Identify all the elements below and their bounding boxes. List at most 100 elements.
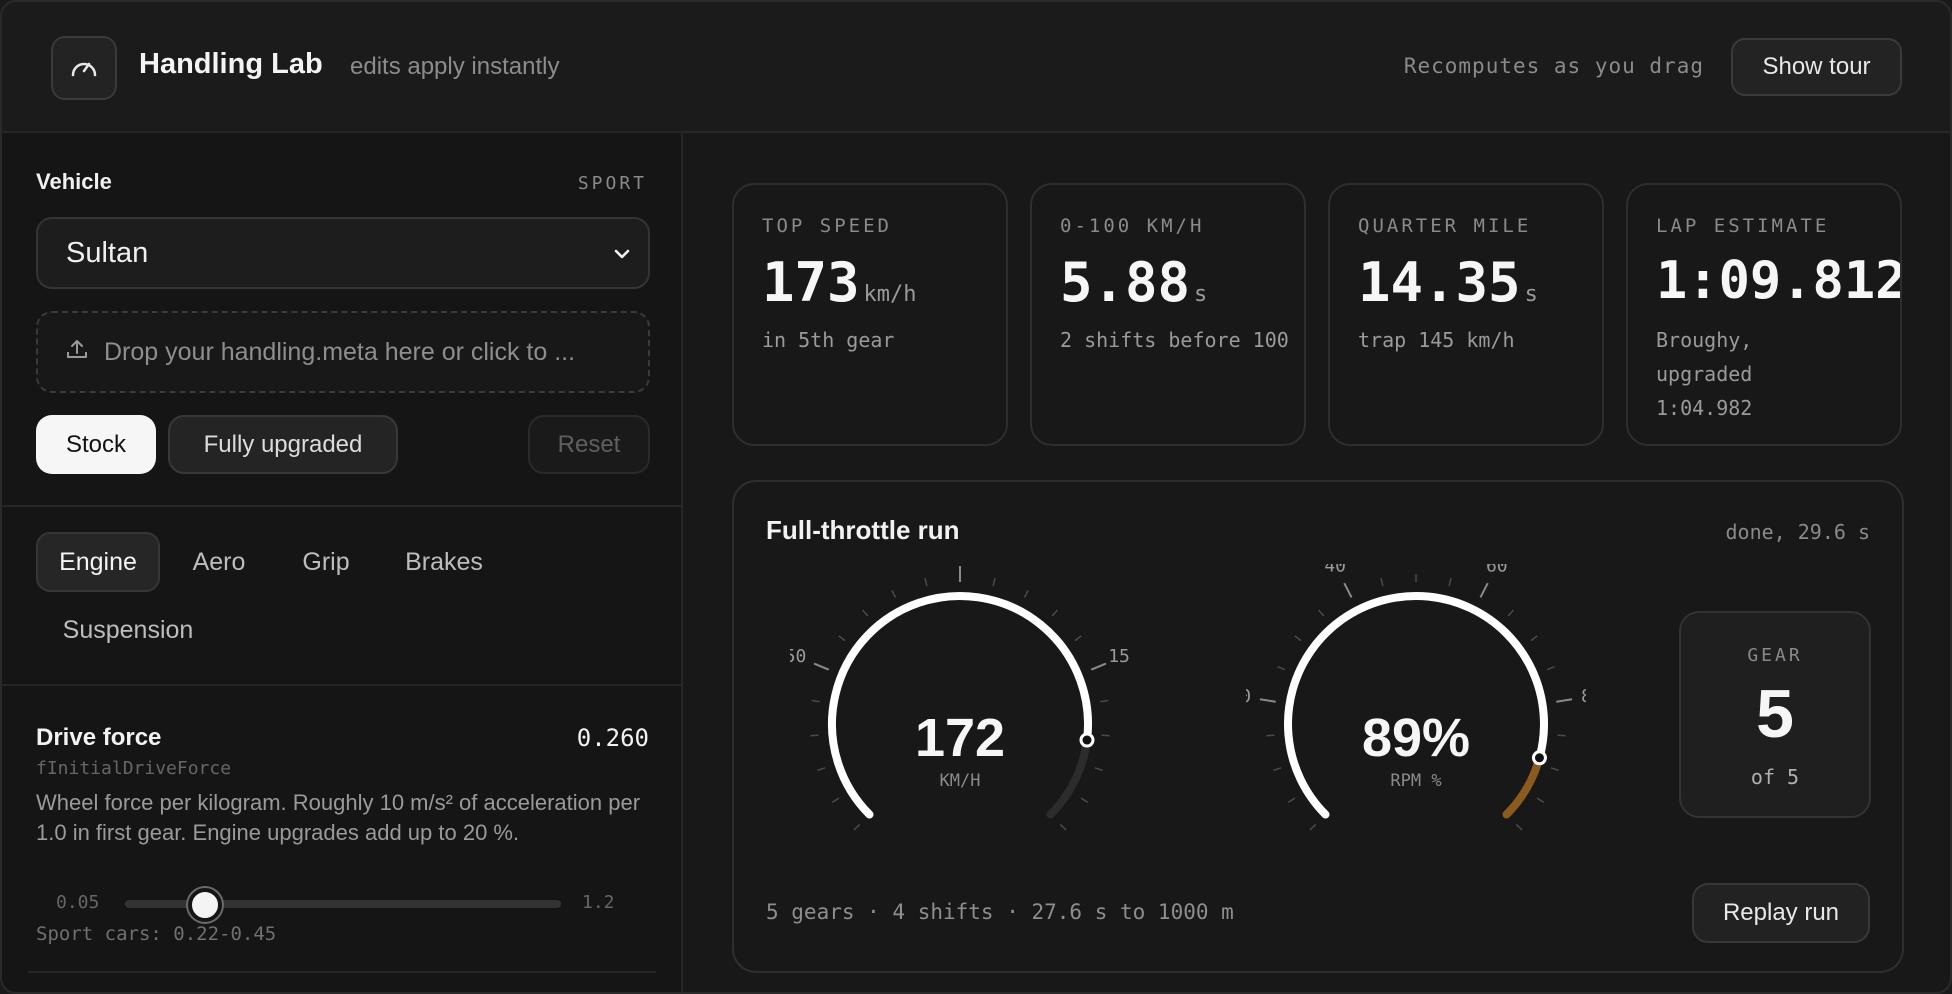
gauge-tick (1556, 698, 1573, 703)
tab-grip[interactable]: Grip (302, 547, 350, 576)
upload-icon (64, 336, 90, 369)
gauge-tick (1507, 609, 1514, 617)
drop-zone-text: Drop your handling.meta here or click to… (104, 337, 576, 366)
divider (28, 971, 656, 973)
gauge-tick (838, 635, 846, 642)
show-tour-button[interactable]: Show tour (1731, 38, 1902, 96)
run-status: done, 29.6 s (1725, 520, 1871, 544)
gauge-tick (1100, 699, 1109, 703)
stat-unit: km/h (863, 282, 917, 307)
gauge-tick-label: 150 (1108, 646, 1130, 667)
stat-value: 173 km/h (762, 251, 917, 314)
gauge-tick-label: 20 (1246, 686, 1251, 707)
stat-unit: s (1194, 282, 1208, 307)
gauge-value-arc (1284, 592, 1548, 819)
gauge-tick (1080, 797, 1089, 804)
file-drop-zone[interactable]: Drop your handling.meta here or click to… (36, 311, 650, 393)
tab-engine[interactable]: Engine (36, 532, 160, 592)
stat-card-lap-estimate: LAP ESTIMATE 1:09.812 Broughy, upgraded … (1626, 183, 1902, 446)
gauge-tick (1448, 577, 1452, 587)
gauge-tick (1023, 590, 1029, 598)
app-subtitle: edits apply instantly (350, 53, 560, 80)
gauge-tick (1259, 698, 1276, 703)
gauge-tick (1287, 797, 1296, 804)
slider-track[interactable] (125, 900, 561, 908)
gauge-tick (1530, 635, 1538, 642)
range-note: Sport cars: 0.22-0.45 (36, 923, 277, 945)
divider (2, 505, 681, 507)
gauge-tick (1318, 609, 1325, 617)
gauge-tick (1557, 734, 1566, 737)
slider-max-label: 1.2 (582, 892, 615, 913)
gauge-tick (1101, 734, 1110, 737)
speedometer-icon (51, 36, 117, 100)
stat-note: Broughy, upgraded 1:04.982 (1656, 328, 1753, 420)
stat-label: 0-100 KM/H (1060, 215, 1205, 237)
stat-label: QUARTER MILE (1358, 215, 1532, 237)
gauge-tick-label: 40 (1324, 564, 1346, 576)
replay-run-button[interactable]: Replay run (1692, 883, 1870, 943)
stat-value: 1:09.812 (1656, 251, 1902, 311)
tab-suspension[interactable]: Suspension (62, 615, 194, 644)
stat-value: 14.35 s (1358, 251, 1538, 314)
gauge-unit: RPM % (1390, 771, 1441, 791)
fully-upgraded-button[interactable]: Fully upgraded (168, 415, 398, 474)
stock-preset-button[interactable]: Stock (36, 415, 156, 474)
gauge-tick (1266, 734, 1275, 737)
gauge-tick (891, 590, 897, 598)
stat-card-0-100: 0-100 KM/H 5.88 s 2 shifts before 100 (1030, 183, 1306, 446)
gauge-tick (1090, 662, 1107, 671)
gauge-tick (1277, 665, 1286, 671)
gear-of: of 5 (1750, 765, 1800, 789)
gauge-tick (1074, 635, 1082, 642)
gauge-tick (1059, 823, 1067, 831)
stat-label: LAP ESTIMATE (1656, 215, 1830, 237)
gauge-tick (1546, 665, 1555, 671)
header: Handling Lab edits apply instantly Recom… (2, 2, 1950, 133)
vehicle-select-value: Sultan (66, 236, 149, 269)
stat-unit: s (1524, 282, 1538, 307)
divider (2, 684, 681, 686)
gauge-tick (817, 767, 826, 772)
stat-note: in 5th gear (762, 328, 895, 352)
gear-indicator: GEAR 5 of 5 (1679, 611, 1871, 818)
param-name: Drive force (36, 724, 162, 751)
gauge-tick-label: 60 (1486, 564, 1508, 576)
gauge-tick (811, 699, 820, 703)
stat-card-quarter-mile: QUARTER MILE 14.35 s trap 145 km/h (1328, 183, 1604, 446)
tab-brakes[interactable]: Brakes (405, 547, 483, 576)
param-key: fInitialDriveForce (36, 758, 232, 779)
reset-button[interactable]: Reset (528, 415, 650, 474)
gauge-tick (862, 609, 869, 617)
speed-gauge: 50100150172KM/H (790, 566, 1130, 831)
gauge-tick (1380, 577, 1384, 587)
gauge-tick (1479, 582, 1489, 598)
gauge-tick (1294, 635, 1302, 642)
gauge-tick (1273, 767, 1282, 772)
gauge-tick (1343, 582, 1353, 598)
gauge-value-arc (828, 592, 1092, 819)
stat-note: 2 shifts before 100 (1060, 328, 1289, 352)
rpm-gauge: 20 40 60 80 89% RPM % (1246, 564, 1586, 831)
gauge-needle-dot (1079, 732, 1095, 748)
stat-value: 5.88 s (1060, 251, 1208, 314)
gauge-tick (992, 577, 996, 587)
gauge-tick (810, 734, 819, 737)
vehicle-class-badge: SPORT (577, 173, 647, 194)
gauge-tick (1094, 767, 1103, 772)
gauge-tick (1309, 823, 1317, 831)
gauge-tick-label: 50 (790, 646, 806, 667)
gauge-needle-dot (1531, 750, 1547, 766)
sidebar: Vehicle SPORT Sultan Drop your handling.… (2, 133, 683, 992)
gauge-tick-label: 80 (1581, 686, 1586, 707)
gauge-value: 89% (1362, 708, 1470, 768)
slider-thumb[interactable] (187, 888, 222, 922)
slider-min-label: 0.05 (56, 892, 100, 913)
recompute-note: Recomputes as you drag (1403, 54, 1704, 78)
stat-label: TOP SPEED (762, 215, 892, 237)
vehicle-label: Vehicle (36, 169, 112, 194)
tab-aero[interactable]: Aero (192, 547, 246, 576)
chevron-down-icon (610, 241, 634, 274)
vehicle-select[interactable]: Sultan (36, 217, 650, 289)
